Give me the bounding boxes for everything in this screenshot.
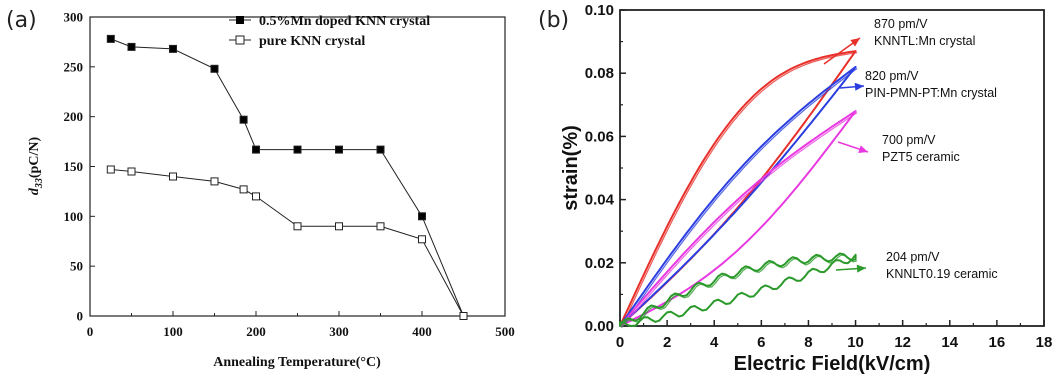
data-point-a-0 [239,115,248,124]
x-tick-label-a: 0 [87,324,94,339]
panel-label-b: (b) [538,8,569,33]
annotation-arrowhead-b-0 [850,38,860,47]
x-tick-label-b: 12 [894,334,911,351]
y-tick-label-a: 250 [64,59,84,74]
y-tick-label-a: 100 [64,209,84,224]
x-tick-label-b: 18 [1036,334,1053,351]
data-point-a-1 [459,312,468,320]
data-point-a-1 [418,235,426,244]
x-tick-label-b: 4 [710,334,719,351]
annotations-b: 870 pm/V KNNTL:Mn crystal 820 pm/V PIN-PMN-… [823,17,998,281]
x-tick-label-b: 2 [663,334,671,351]
x-tick-label-b: 16 [989,334,1006,351]
x-tick-label-b: 8 [804,334,812,351]
annotation-material-b-0: KNNTL:Mn crystal [874,34,975,48]
x-tick-label-a: 300 [329,324,349,339]
data-point-a-1 [376,222,385,231]
x-tick-label-b: 6 [757,334,765,351]
legend-label-pure: pure KNN crystal [259,34,365,49]
data-point-a-0 [418,212,426,221]
annotation-material-b-3: KNNLT0.19 ceramic [886,267,998,281]
y-axis-label-b: strain(%) [560,125,582,211]
chart-b: (b) 0 2 4 6 8 10 12 14 16 180.000.020.040.060.080… [538,2,1052,375]
series-loop-b-1 [619,65,857,327]
y-axis-label-a-rest: (pC/N) [27,137,42,179]
legend-marker-mn-doped [236,16,244,24]
y-tick-label-b: 0.00 [585,318,614,335]
data-point-a-0 [293,145,302,154]
legend-marker-pure [235,35,245,45]
data-point-a-0 [127,42,136,51]
series-loop-b-3-trace [621,254,858,328]
data-point-a-1 [239,185,248,194]
x-tick-label-b: 14 [941,334,958,351]
data-point-a-0 [252,145,260,154]
annotation-value-b-1: 820 pm/V [865,69,919,83]
y-tick-label-b: 0.02 [585,255,614,272]
y-tick-label-b: 0.04 [585,192,615,209]
data-point-a-0 [376,145,385,154]
annotation-material-b-1: PIN-PMN-PT:Mn crystal [865,86,997,100]
annotation-material-b-2: PZT5 ceramic [882,150,960,164]
y-tick-label-a: 200 [64,109,84,124]
annotation-value-b-2: 700 pm/V [882,133,936,147]
x-tick-label-a: 100 [163,324,183,339]
data-point-a-0 [106,34,115,43]
y-tick-label-a: 50 [70,259,83,274]
axis-ticks-a: 0 100 200 300 400 500 0 50 100 150 200 250 300 [64,10,515,340]
y-axis-label-a-sub: 33 [34,178,45,189]
y-tick-label-a: 150 [64,159,84,174]
annotation-value-b-0: 870 pm/V [874,17,928,31]
chart-a: (a) 0 100 200 300 400 500 0 50 100 150 200 250 300 0… [6,8,515,370]
data-point-a-0 [169,44,177,53]
x-tick-label-b: 0 [616,334,624,351]
series-loop-b-3 [619,252,857,327]
annotation-value-b-3: 204 pm/V [886,250,940,264]
annotation-arrowhead-b-2 [858,145,868,153]
x-axis-label-a: Annealing Temperature(°C) [213,355,381,370]
axis-ticks-b: 0 2 4 6 8 10 12 14 16 18 0.00 0.02 0.04 0.06 0.08 0.10 [585,2,1053,351]
data-point-a-1 [293,222,302,231]
series-loop-b-0-trace [620,52,858,328]
series-loop-b-2-trace [621,112,858,328]
data-point-a-1 [106,165,115,174]
data-point-a-0 [335,145,343,154]
annotation-arrowhead-b-3 [856,264,866,273]
legend-a: 0.5%Mn doped KNN crystal pure KNN crysta… [229,14,430,49]
x-tick-label-a: 200 [246,324,266,339]
y-tick-label-b: 0.10 [585,2,614,19]
x-axis-label-b: Electric Field(kV/cm) [734,353,931,375]
panel-label-a: (a) [6,8,37,33]
y-axis-label-a: d33(pC/N) [27,137,45,196]
y-axis-label-a-main: d [27,187,42,195]
y-tick-label-a: 300 [64,10,84,25]
x-tick-label-a: 400 [412,324,432,339]
data-point-a-1 [252,192,260,201]
x-tick-label-a: 500 [495,324,515,339]
annotation-arrowhead-b-1 [854,82,864,91]
legend-label-mn-doped: 0.5%Mn doped KNN crystal [259,14,430,29]
y-tick-label-b: 0.06 [585,128,614,145]
data-point-a-1 [169,172,177,181]
series-loop-b-2 [619,110,857,327]
series-loop-b-1-trace [621,67,858,328]
y-tick-label-b: 0.08 [585,65,614,82]
data-point-a-0 [210,64,219,73]
x-tick-label-b: 10 [847,334,864,351]
y-tick-label-a: 0 [77,309,84,324]
series-group-b [619,50,858,328]
data-point-a-1 [335,222,343,231]
data-point-a-1 [210,177,219,186]
series-group-a [106,34,468,320]
data-point-a-1 [127,167,136,176]
